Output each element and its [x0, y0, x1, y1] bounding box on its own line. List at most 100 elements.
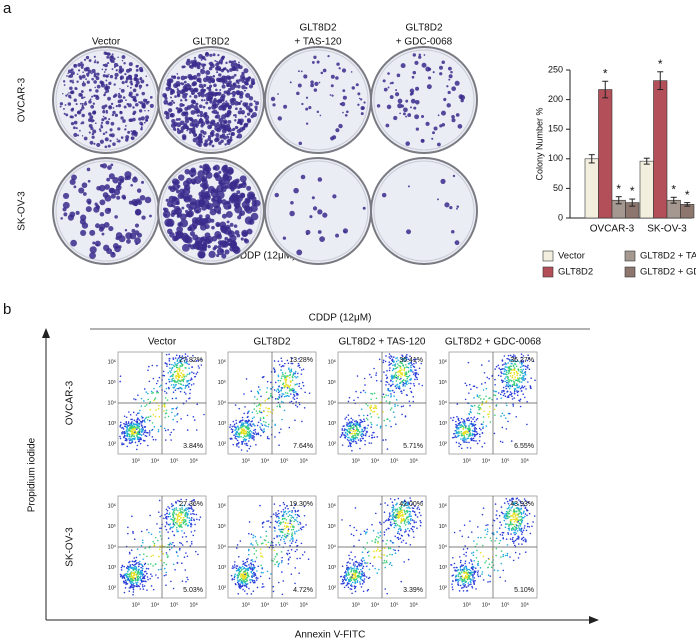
event-dot	[179, 515, 181, 517]
colony	[449, 206, 452, 209]
event-dot	[238, 434, 240, 436]
colony	[74, 114, 77, 117]
event-dot	[292, 516, 294, 518]
event-dot	[126, 426, 128, 428]
colony	[183, 86, 188, 91]
event-dot	[189, 393, 191, 395]
event-dot	[122, 576, 124, 578]
event-dot	[184, 532, 186, 534]
event-dot	[300, 388, 302, 390]
event-dot	[237, 593, 239, 595]
colony	[176, 107, 179, 110]
y-tick-label: 100	[548, 153, 563, 163]
event-dot	[126, 576, 128, 578]
event-dot	[133, 557, 135, 559]
event-dot	[137, 562, 139, 564]
event-dot	[173, 516, 175, 518]
x-tick-label: 10⁴	[261, 457, 270, 464]
colony	[104, 94, 106, 96]
event-dot	[121, 569, 123, 571]
colony	[94, 72, 97, 75]
colony	[129, 62, 133, 66]
event-dot	[390, 409, 392, 411]
event-dot	[134, 578, 136, 580]
colony	[113, 107, 115, 109]
event-dot	[170, 380, 172, 382]
x-tick-label: 10³	[242, 602, 250, 608]
bar	[640, 161, 654, 218]
event-dot	[143, 588, 145, 590]
event-dot	[173, 429, 175, 431]
event-dot	[248, 549, 250, 551]
event-dot	[246, 443, 248, 445]
event-dot	[520, 369, 522, 371]
event-dot	[482, 401, 484, 403]
event-dot	[149, 420, 151, 422]
colony	[145, 197, 152, 204]
event-dot	[172, 377, 174, 379]
colony	[327, 55, 329, 57]
event-dot	[255, 536, 257, 538]
event-dot	[285, 522, 287, 524]
event-dot	[525, 378, 527, 380]
colony	[439, 124, 442, 127]
colony	[92, 69, 96, 73]
event-dot	[171, 527, 173, 529]
event-dot	[509, 379, 511, 381]
event-dot	[285, 510, 287, 512]
event-dot	[506, 372, 508, 374]
event-dot	[520, 399, 522, 401]
event-dot	[126, 416, 128, 418]
event-dot	[282, 372, 284, 374]
event-dot	[156, 523, 158, 525]
event-dot	[173, 523, 175, 525]
colony	[237, 129, 241, 133]
event-dot	[273, 409, 275, 411]
colony	[272, 103, 275, 106]
colony	[200, 130, 204, 134]
colony	[228, 168, 234, 174]
colony	[249, 103, 253, 107]
event-dot	[248, 588, 250, 590]
event-dot	[165, 430, 167, 432]
colony	[217, 196, 220, 199]
event-dot	[120, 375, 122, 377]
event-dot	[131, 431, 133, 433]
x-tick-label: 10⁴	[151, 601, 160, 608]
event-dot	[480, 408, 482, 410]
y-tick-label: 10⁵	[218, 379, 226, 386]
row-label: SK-OV-3	[17, 191, 28, 231]
colony	[192, 221, 198, 227]
colony	[177, 90, 182, 95]
colony	[352, 86, 355, 89]
colony	[212, 145, 215, 148]
colony	[200, 199, 204, 203]
colony	[233, 114, 235, 116]
event-dot	[247, 421, 249, 423]
colony	[209, 85, 212, 88]
event-dot	[120, 422, 122, 424]
event-dot	[252, 564, 254, 566]
event-dot	[394, 376, 396, 378]
event-dot	[252, 537, 254, 539]
event-dot	[401, 414, 403, 416]
event-dot	[250, 421, 252, 423]
legend-swatch	[543, 251, 553, 261]
event-dot	[394, 377, 396, 379]
colony	[422, 63, 427, 68]
event-dot	[187, 415, 189, 417]
event-dot	[370, 442, 372, 444]
colony	[146, 99, 148, 101]
colony	[424, 54, 426, 56]
event-dot	[370, 405, 372, 407]
event-dot	[510, 375, 512, 377]
event-dot	[165, 413, 167, 415]
colony	[403, 107, 408, 112]
colony	[120, 116, 123, 119]
event-dot	[301, 526, 303, 528]
colony	[393, 116, 397, 120]
colony	[135, 103, 139, 107]
event-dot	[399, 388, 401, 390]
colony	[232, 129, 234, 131]
plate	[371, 158, 477, 264]
